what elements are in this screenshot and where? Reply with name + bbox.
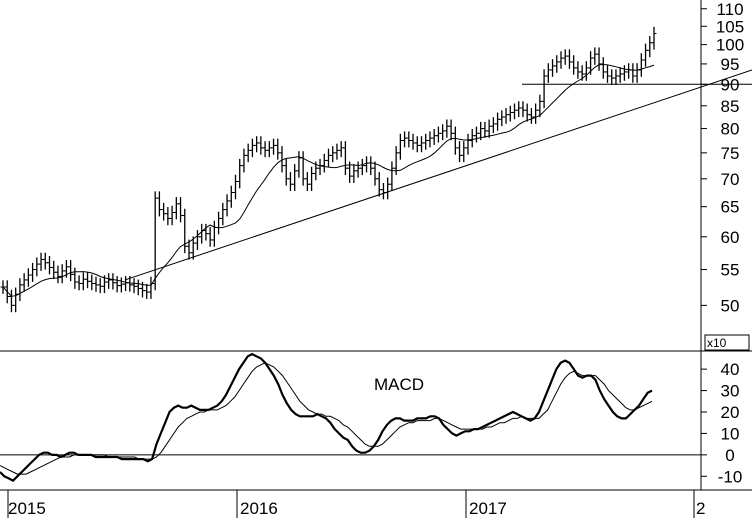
price-tick-label-80: 80 — [721, 120, 740, 139]
x-label-2016: 2016 — [240, 499, 278, 518]
price-tick-label-70: 70 — [721, 170, 740, 189]
macd-tick-label-10: 10 — [721, 424, 740, 443]
x-label-2018-partial: 2 — [696, 499, 705, 518]
multiplier-label: x10 — [707, 336, 727, 350]
price-tick-label-65: 65 — [721, 198, 740, 217]
x-label-2015: 2015 — [8, 499, 46, 518]
price-tick-label-85: 85 — [721, 97, 740, 116]
price-tick-label-50: 50 — [721, 296, 740, 315]
price-tick-label-60: 60 — [721, 228, 740, 247]
price-tick-label-110: 110 — [716, 0, 743, 19]
price-tick-label-75: 75 — [721, 144, 740, 163]
macd-tick-label-20: 20 — [721, 403, 740, 422]
macd-tick-label-40: 40 — [721, 360, 740, 379]
price-tick-label-90: 90 — [721, 75, 740, 94]
price-tick-label-105: 105 — [716, 17, 744, 36]
price-tick-label-55: 55 — [721, 261, 740, 280]
macd-title: MACD — [374, 375, 424, 394]
macd-tick-label-30: 30 — [721, 382, 740, 401]
x-label-2017: 2017 — [469, 499, 507, 518]
price-tick-label-95: 95 — [721, 55, 740, 74]
macd-tick-label--10: -10 — [718, 467, 743, 486]
price-tick-label-100: 100 — [716, 36, 744, 55]
macd-tick-label-0: 0 — [725, 446, 734, 465]
